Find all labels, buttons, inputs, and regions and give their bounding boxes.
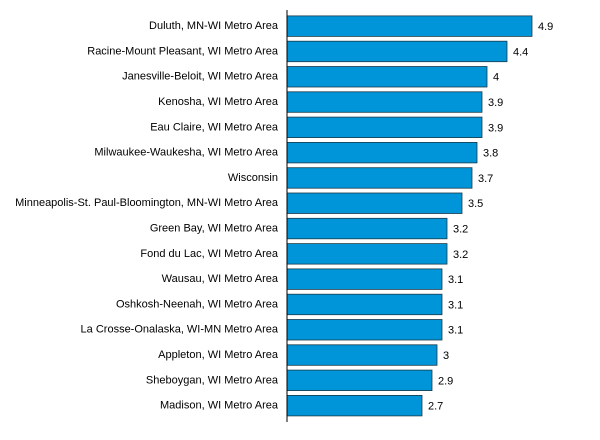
category-label: Racine-Mount Pleasant, WI Metro Area	[87, 45, 279, 57]
value-label: 3.7	[478, 173, 493, 185]
value-label: 3.1	[448, 325, 463, 337]
bar	[286, 40, 508, 63]
value-label: 3	[443, 350, 449, 362]
category-label: Madison, WI Metro Area	[160, 400, 279, 412]
bar	[286, 394, 423, 417]
category-label: Appleton, WI Metro Area	[158, 349, 279, 361]
bar	[286, 344, 438, 366]
bar	[286, 116, 483, 138]
category-label: Fond du Lac, WI Metro Area	[140, 248, 278, 260]
bar	[286, 268, 443, 290]
value-label: 2.7	[428, 401, 443, 413]
bar	[286, 293, 443, 316]
category-label: Eau Claire, WI Metro Area	[150, 121, 279, 133]
value-label: 3.5	[468, 198, 483, 210]
value-label: 3.2	[453, 249, 468, 261]
category-label: Wisconsin	[228, 172, 278, 184]
bar	[286, 141, 478, 164]
bar	[286, 167, 473, 189]
value-label: 3.1	[448, 299, 463, 311]
category-label: Janesville-Beloit, WI Metro Area	[122, 71, 279, 83]
value-label: 4.4	[513, 46, 528, 58]
category-label: Minneapolis-St. Paul-Bloomington, MN-WI …	[15, 197, 279, 209]
category-label: Sheboygan, WI Metro Area	[146, 374, 279, 386]
category-label: Wausau, WI Metro Area	[162, 273, 279, 285]
category-label: Milwaukee-Waukesha, WI Metro Area	[94, 147, 278, 159]
category-label: Duluth, MN-WI Metro Area	[149, 20, 279, 32]
value-label: 3.9	[488, 122, 503, 134]
category-label: Green Bay, WI Metro Area	[150, 222, 279, 234]
bar	[286, 243, 448, 265]
bar	[286, 369, 433, 392]
value-label: 3.9	[488, 97, 503, 109]
value-label: 4	[493, 72, 499, 84]
bar	[286, 66, 488, 88]
bar	[286, 91, 483, 113]
category-label: Oshkosh-Neenah, WI Metro Area	[116, 298, 279, 310]
bar	[286, 15, 533, 37]
value-label: 2.9	[438, 375, 453, 387]
value-label: 3.1	[448, 274, 463, 286]
bar	[286, 217, 448, 240]
category-label: La Crosse-Onalaska, WI-MN Metro Area	[81, 324, 279, 336]
bar	[286, 192, 463, 214]
bar	[286, 319, 443, 341]
value-label: 4.9	[538, 21, 553, 33]
value-label: 3.2	[453, 223, 468, 235]
value-label: 3.8	[483, 148, 498, 160]
category-label: Kenosha, WI Metro Area	[158, 96, 279, 108]
